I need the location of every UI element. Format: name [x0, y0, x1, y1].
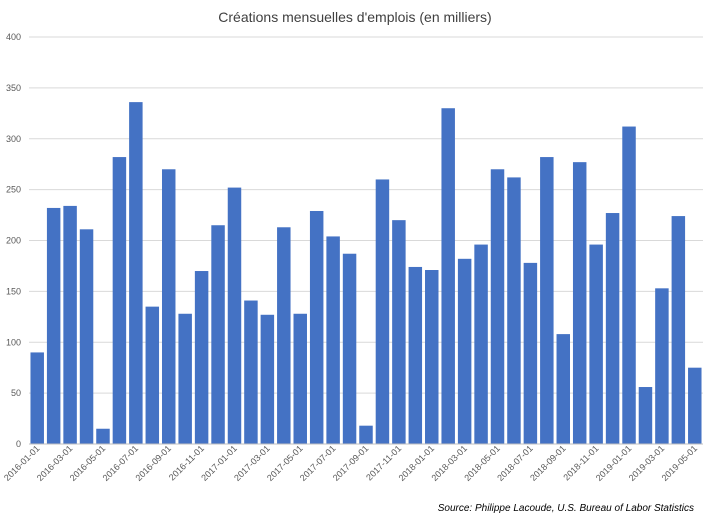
bar [227, 187, 242, 444]
bar [408, 266, 423, 444]
y-tick-label: 150 [6, 286, 21, 296]
bar [589, 244, 603, 444]
chart-title: Créations mensuelles d'emplois (en milli… [218, 9, 491, 25]
source-note: Source: Philippe Lacoude, U.S. Bureau of… [438, 503, 694, 514]
bar [572, 162, 587, 444]
bar [293, 313, 307, 444]
bar [326, 236, 340, 444]
bar [178, 313, 192, 444]
bar [540, 157, 554, 444]
bar [63, 205, 77, 444]
bar [490, 169, 505, 444]
bar [622, 126, 636, 444]
bar [375, 179, 390, 444]
bar [342, 253, 357, 444]
bar [30, 352, 44, 444]
bar [112, 157, 127, 444]
bar [638, 387, 653, 444]
bar [605, 213, 620, 444]
bar [277, 227, 291, 444]
bar [441, 108, 455, 444]
bar [260, 314, 275, 444]
bar [309, 210, 324, 444]
bar [507, 177, 521, 445]
bar [392, 220, 406, 444]
bars [30, 102, 702, 445]
bar [194, 271, 209, 444]
bar [671, 216, 686, 444]
bar [129, 102, 143, 445]
bar [79, 229, 94, 444]
bar [523, 262, 538, 444]
y-tick-label: 100 [6, 337, 21, 347]
y-tick-label: 350 [6, 83, 21, 93]
bar [688, 367, 702, 444]
bar [211, 225, 225, 444]
y-tick-label: 200 [6, 236, 21, 246]
y-tick-label: 0 [16, 439, 21, 449]
x-axis-ticks: 2016-01-012016-03-012016-05-012016-07-01… [2, 443, 699, 483]
y-tick-label: 50 [11, 388, 21, 398]
x-tick-label: 2019-05-01 [660, 443, 700, 483]
y-axis-ticks: 0 50 100 150 200 250 300 350 400 [6, 32, 21, 449]
bar [244, 300, 258, 444]
bar [46, 207, 61, 444]
y-tick-label: 250 [6, 185, 21, 195]
bar [359, 425, 373, 444]
bar [474, 244, 488, 444]
bar [145, 306, 160, 444]
bar [425, 270, 439, 444]
bar [457, 258, 472, 444]
bar [161, 169, 176, 444]
bar [556, 334, 571, 444]
bar [655, 288, 669, 444]
y-tick-label: 300 [6, 134, 21, 144]
y-tick-label: 400 [6, 32, 21, 42]
bar [96, 428, 110, 444]
